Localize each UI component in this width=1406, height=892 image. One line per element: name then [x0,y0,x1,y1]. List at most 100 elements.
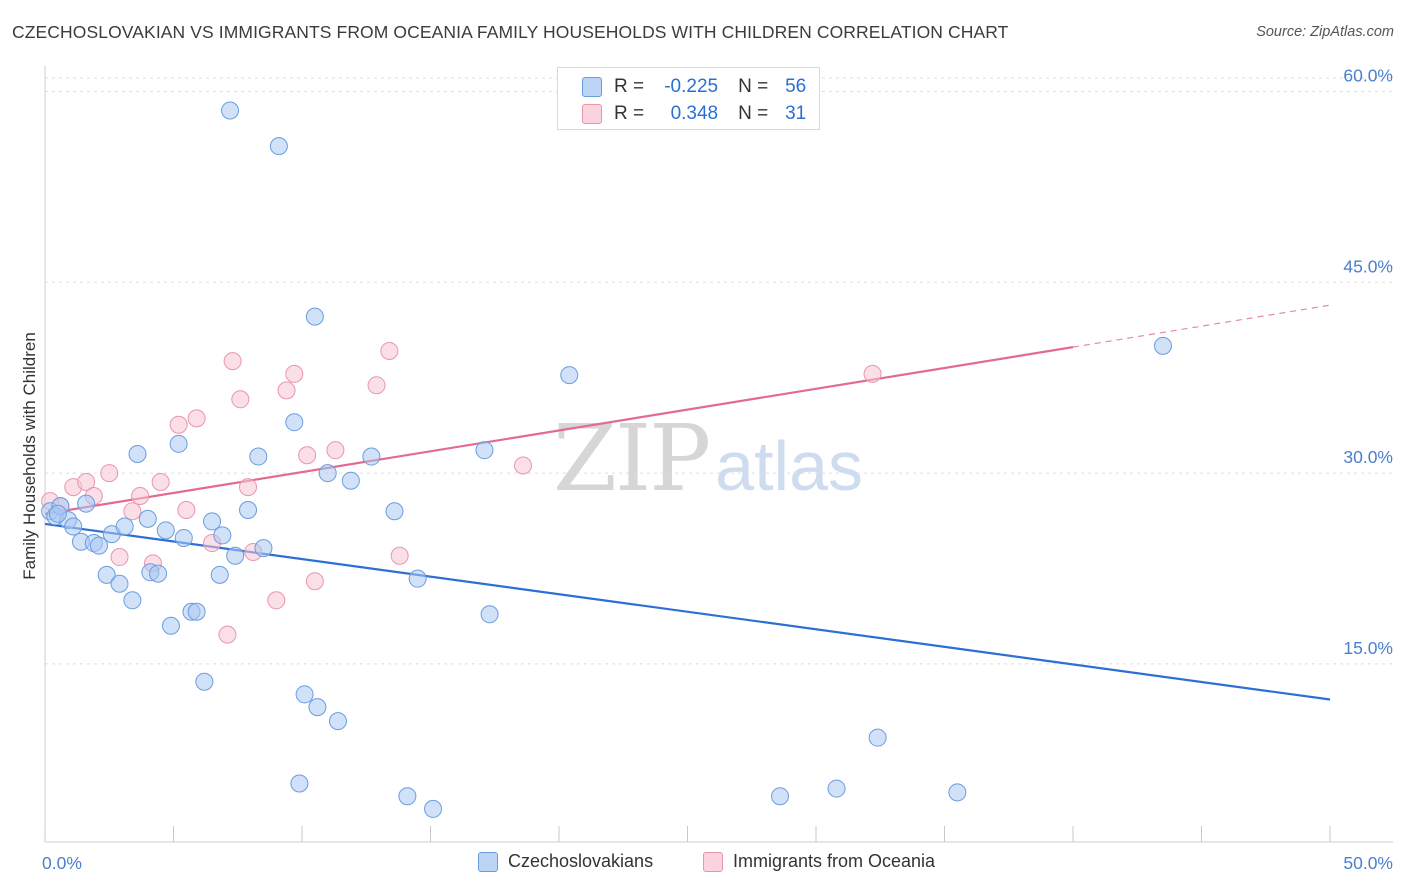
x-tick-label-max: 50.0% [1343,853,1393,873]
data-point-oceania [169,415,188,434]
data-point-czechoslovakians [110,574,129,593]
data-point-czechoslovakians [123,591,142,610]
data-point-oceania [277,381,296,400]
legend-swatch-blue [582,77,602,97]
data-point-oceania [326,441,345,460]
y-tick-labels: 15.0% 30.0% 45.0% 60.0% [1343,65,1393,657]
data-point-czechoslovakians [89,536,108,555]
oceania-points [41,341,882,644]
y-tick-label: 45.0% [1343,256,1393,276]
data-point-czechoslovakians [221,101,240,120]
data-point-czechoslovakians [328,712,347,731]
data-point-czechoslovakians [48,504,67,523]
legend-r-value: -0.225 [664,76,719,97]
data-point-czechoslovakians [138,509,157,528]
data-point-czechoslovakians [156,521,175,540]
gridlines [45,77,1393,665]
y-tick-label: 60.0% [1343,65,1393,85]
legend-label-oceania: Immigrants from Oceania [733,851,936,871]
source-label: Source: ZipAtlas.com [1256,24,1394,40]
data-point-oceania [863,364,882,383]
data-point-czechoslovakians [408,569,427,588]
data-point-czechoslovakians [203,512,222,531]
data-point-czechoslovakians [308,698,327,717]
czechoslovakians-points [41,101,1172,818]
data-point-czechoslovakians [174,528,193,547]
data-point-czechoslovakians [948,783,967,802]
legend-n-value: 31 [785,103,807,124]
data-point-oceania [267,591,286,610]
y-axis-label: Family Households with Children [20,332,39,580]
data-point-oceania [77,472,96,491]
legend-label-czechoslovakians: Czechoslovakians [508,851,654,871]
data-point-oceania [285,364,304,383]
data-point-oceania [231,390,250,409]
data-point-czechoslovakians [285,413,304,432]
y-tick-label: 15.0% [1343,638,1393,658]
data-point-czechoslovakians [868,728,887,747]
legend-swatch-pink [703,851,723,872]
data-point-oceania [187,409,206,428]
data-point-czechoslovakians [115,517,134,536]
data-point-oceania [218,625,237,644]
data-point-czechoslovakians [560,366,579,385]
legend-item-czechoslovakians[interactable]: Czechoslovakians [478,851,653,872]
data-point-czechoslovakians [97,565,116,584]
trend-line-oceania-extension [1072,304,1331,348]
data-point-czechoslovakians [362,447,381,466]
data-point-oceania [367,376,386,395]
data-point-czechoslovakians [771,787,790,806]
legend-row-czechoslovakians: R = -0.225 N = 56 [582,74,806,100]
data-point-czechoslovakians [226,546,245,565]
data-point-czechoslovakians [269,137,288,156]
data-point-oceania [110,548,129,567]
data-point-oceania [131,486,150,505]
data-point-oceania [380,341,399,360]
data-point-czechoslovakians [1153,336,1172,355]
data-point-czechoslovakians [318,464,337,483]
data-point-czechoslovakians [195,672,214,691]
data-point-czechoslovakians [295,685,314,704]
legend-item-oceania[interactable]: Immigrants from Oceania [703,851,935,872]
data-point-czechoslovakians [169,434,188,453]
chart-title: CZECHOSLOVAKIAN VS IMMIGRANTS FROM OCEAN… [12,22,1009,42]
legend-r-label: R = [614,76,645,97]
legend-row-oceania: R = 0.348 N = 31 [582,101,806,127]
legend-r-value: 0.348 [670,103,719,124]
data-point-czechoslovakians [239,500,258,519]
data-point-czechoslovakians [254,539,273,558]
legend-r-label: R = [614,103,645,124]
legend-swatch-blue [478,851,498,872]
data-point-czechoslovakians [249,447,268,466]
data-point-oceania [151,472,170,491]
x-tick-label-min: 0.0% [42,853,82,873]
data-point-oceania [298,446,317,465]
data-point-czechoslovakians [187,602,206,621]
data-point-czechoslovakians [64,517,83,536]
data-point-czechoslovakians [385,502,404,521]
x-ticks [44,826,1331,842]
data-point-czechoslovakians [480,605,499,624]
data-point-oceania [100,464,119,483]
data-point-czechoslovakians [213,526,232,545]
data-point-czechoslovakians [77,494,96,513]
data-point-oceania [223,352,242,371]
data-point-czechoslovakians [290,774,309,793]
oceania-trend [44,304,1331,515]
data-point-oceania [177,500,196,519]
data-point-czechoslovakians [424,799,443,818]
data-point-oceania [390,546,409,565]
legend-swatch-pink [582,104,602,124]
data-point-oceania [123,502,142,521]
data-point-czechoslovakians [149,564,168,583]
series-legend: Czechoslovakians Immigrants from Oceania [0,851,1406,879]
trend-line-oceania [44,346,1074,515]
data-point-czechoslovakians [341,471,360,490]
data-point-czechoslovakians [475,441,494,460]
y-tick-label: 30.0% [1343,447,1393,467]
legend-n-label: N = [738,103,769,124]
data-point-czechoslovakians [827,779,846,798]
axes [44,66,1393,843]
data-point-oceania [239,478,258,497]
